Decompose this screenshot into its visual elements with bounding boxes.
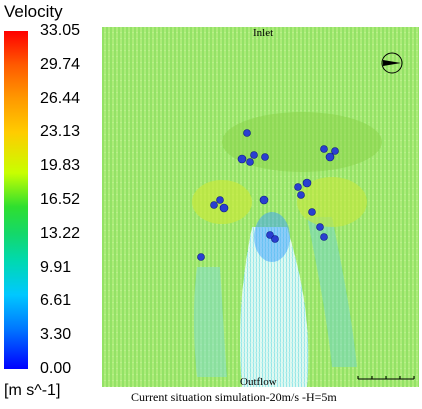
central-wake [240, 227, 309, 387]
building-marker [320, 233, 328, 241]
building-marker [316, 223, 324, 231]
building-marker [243, 129, 251, 137]
building-marker [266, 231, 274, 239]
right-wake [307, 217, 357, 367]
building-marker [250, 151, 258, 159]
building-marker [216, 196, 224, 204]
building-marker [297, 191, 305, 199]
colorbar-tick-label: 3.30 [40, 326, 72, 344]
velocity-colorbar [4, 31, 28, 369]
building-marker [246, 158, 254, 166]
colorbar-tick-label: 19.83 [40, 157, 81, 175]
legend-title: Velocity [4, 2, 63, 21]
colorbar-tick-label: 6.61 [40, 292, 72, 310]
colorbar-tick-label: 0.00 [40, 360, 72, 377]
colorbar-tick-label: 29.74 [40, 55, 81, 73]
scale-bar [357, 376, 415, 380]
building-marker [294, 183, 302, 191]
figure-caption: Current situation simulation-20m/s -H=5m [131, 390, 337, 404]
upper-disturbance [222, 112, 382, 172]
building-marker [331, 147, 339, 155]
left-wake [193, 267, 227, 377]
north-arrow-icon [381, 52, 403, 74]
building-marker [197, 253, 205, 261]
colorbar-tick-label: 16.52 [40, 191, 81, 208]
inlet-label: Inlet [253, 27, 274, 39]
building-marker [259, 195, 269, 205]
colorbar-tick-label: 23.13 [40, 123, 81, 141]
velocity-vector-field [102, 27, 419, 387]
building-marker [210, 201, 218, 209]
building-marker [219, 203, 229, 213]
colorbar-tick-label: 26.44 [40, 89, 81, 107]
outflow-label: Outflow [240, 376, 277, 388]
building-marker [237, 154, 247, 164]
unit-label: [m s^-1] [4, 382, 61, 399]
colorbar-tick-label: 33.05 [40, 22, 81, 39]
building-marker [308, 208, 316, 216]
building-markers [197, 129, 339, 261]
colorbar-tick-label: 13.22 [40, 224, 81, 242]
colorbar-tick-label: 9.91 [40, 258, 72, 276]
building-marker [320, 145, 328, 153]
building-marker [302, 178, 312, 188]
building-marker [261, 153, 269, 161]
building-marker [271, 235, 279, 243]
building-marker [325, 152, 335, 162]
